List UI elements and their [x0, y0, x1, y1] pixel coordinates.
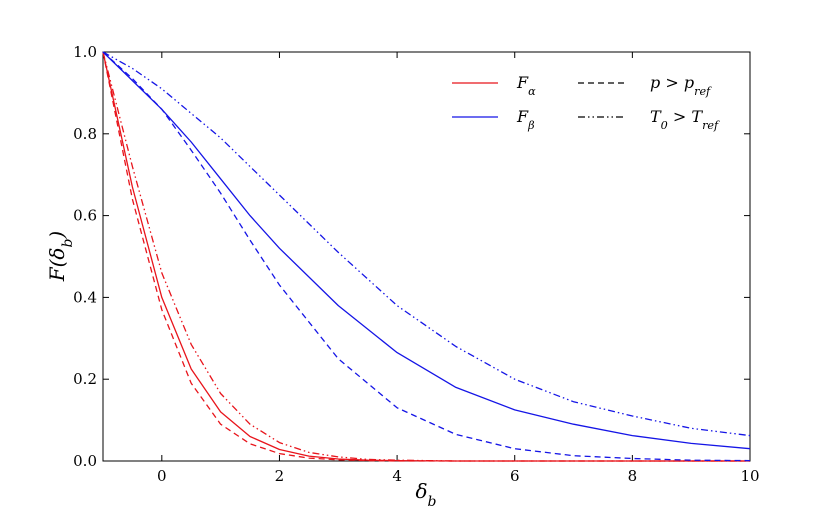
x-tick-label: 8 — [628, 467, 638, 485]
x-axis-label: δb — [415, 479, 436, 510]
y-tick-label: 0.4 — [73, 288, 97, 306]
y-tick-label: 0.2 — [73, 370, 97, 388]
axis-ticks: 0 2 4 6 8 10 0.0 0.2 0.4 0.6 0.8 1.0 — [73, 43, 759, 485]
x-tick-label: 4 — [392, 467, 402, 485]
legend-label-1: Fβ — [516, 107, 535, 132]
series-line-5 — [102, 51, 751, 437]
series-layer — [102, 51, 751, 462]
series-line-1 — [102, 51, 750, 462]
x-tick-label: 0 — [157, 467, 167, 485]
x-tick-label: 10 — [740, 467, 759, 485]
y-tick-label: 1.0 — [73, 43, 97, 61]
legend-label-3: T0 > Tref — [650, 107, 720, 132]
legend-label-0: Fα — [516, 73, 536, 98]
series-line-3 — [102, 51, 751, 450]
y-tick-label: 0.8 — [73, 125, 97, 143]
y-tick-label: 0.0 — [73, 452, 97, 470]
series-line-2 — [102, 51, 750, 462]
legend-label-2: p > pref — [650, 73, 712, 98]
x-tick-label: 2 — [275, 467, 285, 485]
legend: Fα Fβ p > pref T0 > Tref — [452, 73, 720, 132]
y-tick-label: 0.6 — [73, 207, 97, 225]
series-line-0 — [102, 51, 750, 462]
y-axis-label: F(δb) — [45, 231, 76, 283]
x-tick-label: 6 — [510, 467, 520, 485]
